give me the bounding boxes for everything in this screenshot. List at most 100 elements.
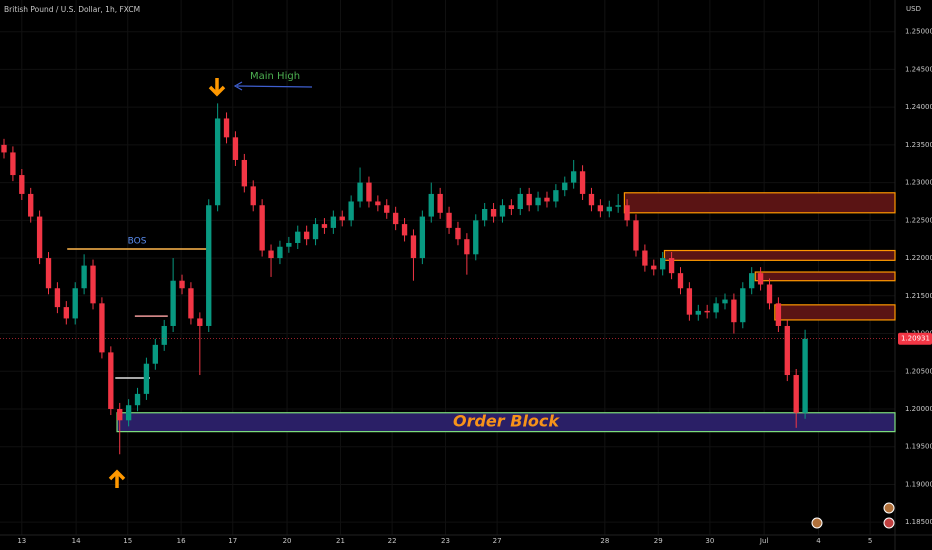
zone — [774, 304, 896, 321]
candle-body — [392, 212, 399, 225]
candle-body — [571, 171, 577, 183]
y-tick-label: 1.22000 — [905, 254, 932, 262]
candle-body — [473, 220, 479, 255]
x-tick-label: 30 — [705, 537, 714, 545]
candle-body — [437, 193, 443, 213]
zone — [116, 412, 896, 433]
candle-body — [223, 118, 230, 138]
x-tick-label: 27 — [493, 537, 502, 545]
candle-body — [45, 258, 52, 289]
candle-body — [339, 216, 345, 221]
candle-body — [312, 224, 319, 240]
candle-body — [579, 171, 586, 194]
x-tick-label: 29 — [654, 537, 663, 545]
y-tick-label: 1.25000 — [905, 28, 932, 36]
candle-body — [660, 258, 666, 270]
candle-body — [517, 193, 523, 210]
candle-body — [642, 250, 648, 266]
y-tick-label: 1.19000 — [905, 480, 932, 488]
candle-body — [553, 190, 559, 202]
candle-body — [695, 310, 701, 315]
x-tick-label: 28 — [600, 537, 609, 545]
price-tag — [898, 332, 932, 345]
candle-body — [606, 206, 612, 212]
candle-body — [428, 193, 434, 217]
zone-label: Order Block — [453, 412, 560, 431]
candle-body — [303, 231, 310, 240]
candle-body — [481, 209, 488, 221]
x-tick-label: 21 — [336, 537, 345, 545]
zone — [623, 192, 896, 214]
x-tick-label: 13 — [17, 537, 26, 545]
candle-body — [651, 265, 657, 270]
candle-body — [793, 375, 799, 413]
x-tick-label: 15 — [123, 537, 132, 545]
candle-body — [775, 303, 782, 326]
y-tick-label: 1.20000 — [905, 405, 932, 413]
candle-body — [490, 209, 497, 217]
candle-body — [784, 325, 790, 376]
candle-body — [125, 405, 132, 421]
candle-body — [10, 152, 16, 176]
candle-body — [357, 182, 363, 202]
candle-body — [802, 338, 808, 413]
candle-body — [330, 216, 337, 228]
candle-body — [277, 246, 283, 259]
x-tick-label: 22 — [388, 537, 397, 545]
candle-body — [321, 224, 328, 228]
candle-body — [633, 220, 639, 251]
x-tick-label: 4 — [816, 537, 821, 545]
candle-body — [562, 182, 568, 191]
event-icon[interactable] — [883, 517, 895, 529]
candle-body — [152, 344, 158, 364]
candle-body — [535, 197, 541, 206]
candle-body — [410, 235, 417, 259]
candle-body — [544, 197, 550, 202]
y-tick-label: 1.24500 — [905, 65, 932, 73]
candle-body — [259, 205, 265, 251]
candle-body — [686, 288, 693, 315]
candle-body — [713, 303, 719, 313]
candle-body — [749, 273, 755, 289]
y-tick-label: 1.19500 — [905, 443, 932, 451]
candle-body — [28, 193, 34, 217]
candle-body — [117, 408, 123, 421]
y-axis-label: USD — [906, 5, 921, 13]
candle-body — [99, 303, 105, 353]
candle-body — [704, 310, 710, 313]
candle-body — [108, 352, 114, 409]
candle-body — [740, 288, 746, 323]
candle-body — [419, 216, 426, 259]
main-high-arrow — [233, 81, 313, 91]
y-tick-label: 1.20500 — [905, 367, 932, 375]
candle-body — [384, 205, 390, 213]
candle-body — [348, 201, 354, 221]
zone — [663, 249, 896, 261]
candle-body — [134, 393, 141, 406]
candle-body — [81, 265, 87, 289]
x-tick-label: 14 — [72, 537, 81, 545]
candle-body — [232, 137, 239, 160]
candle-body — [401, 224, 408, 236]
event-icon[interactable] — [883, 502, 895, 514]
x-tick-label: 23 — [441, 537, 450, 545]
y-tick-label: 1.22500 — [905, 216, 932, 224]
candle-body — [615, 205, 621, 207]
event-icon[interactable] — [811, 517, 823, 529]
candle-body — [366, 182, 372, 202]
candle-body — [206, 205, 212, 326]
up-arrow — [108, 469, 126, 488]
chart-title: British Pound / U.S. Dollar, 1h, FXCM — [4, 5, 140, 14]
x-tick-label: Jul — [759, 537, 769, 545]
candle-body — [731, 299, 737, 323]
y-tick-label: 1.18500 — [905, 518, 932, 526]
candle-body — [72, 288, 78, 319]
candle-body — [455, 227, 461, 240]
candle-body — [188, 288, 194, 319]
candle-body — [197, 318, 203, 326]
y-tick-label: 1.23500 — [905, 141, 932, 149]
candle-body — [63, 307, 69, 319]
candle-body — [19, 175, 25, 194]
